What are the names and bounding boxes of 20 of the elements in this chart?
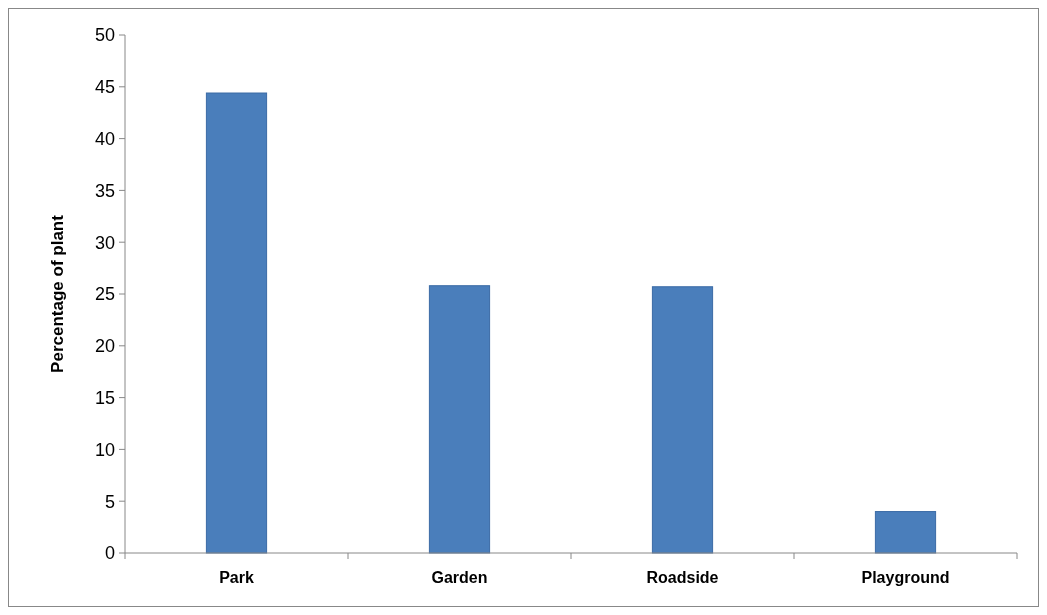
y-tick-label: 20 [94, 336, 115, 357]
x-tick-label: Playground [861, 569, 950, 586]
y-tick-label: 25 [94, 284, 115, 305]
y-tick-label: 40 [94, 128, 115, 149]
bar [428, 285, 491, 554]
bar [874, 511, 937, 554]
y-tick-label: 45 [94, 77, 115, 98]
y-tick-label: 10 [94, 439, 115, 460]
x-tick-label: Roadside [646, 569, 719, 586]
y-tick-label: 30 [94, 232, 115, 253]
y-axis-title: Percentage of plant [48, 214, 67, 373]
y-tick-label: 35 [94, 180, 115, 201]
y-tick-label: 15 [94, 387, 115, 408]
y-tick-label: 5 [104, 491, 115, 512]
y-tick-label: 50 [94, 25, 115, 46]
bar [205, 92, 268, 554]
x-tick-label: Garden [431, 569, 488, 586]
bar [651, 286, 714, 554]
x-tick-label: Park [219, 569, 254, 586]
y-tick-label: 0 [104, 543, 115, 564]
